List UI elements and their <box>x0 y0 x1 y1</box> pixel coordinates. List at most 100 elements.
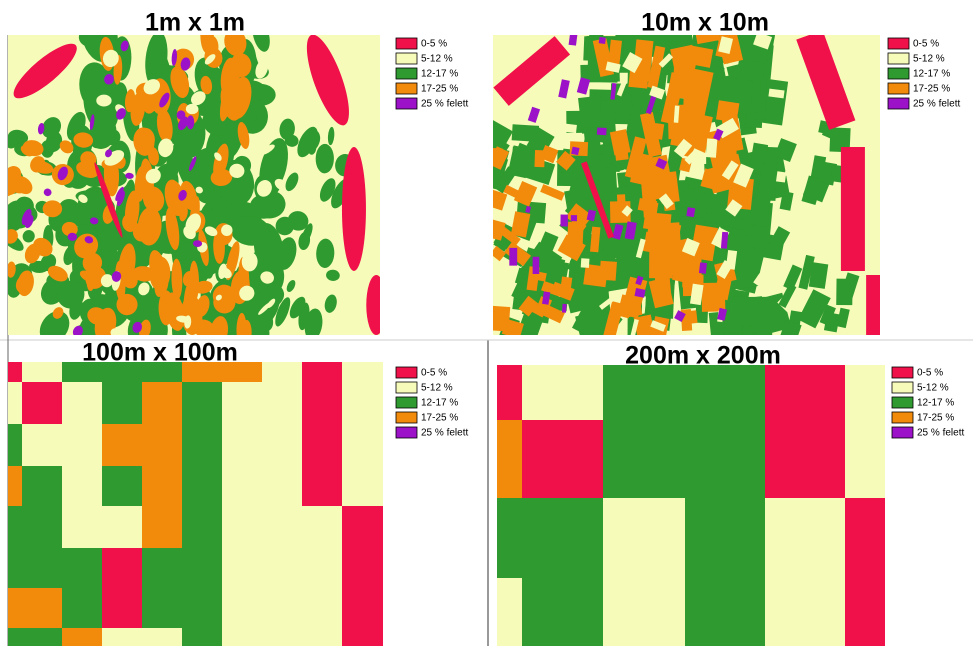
map-raster <box>0 5 386 359</box>
map-cell <box>522 420 603 498</box>
map-cell <box>142 628 182 646</box>
legend-swatch <box>396 98 417 109</box>
map-cell <box>522 578 603 646</box>
legend-label: 25 % felett <box>917 428 964 439</box>
map-cell <box>765 420 845 498</box>
map-cell <box>765 578 845 646</box>
map-cell <box>102 548 142 588</box>
map-cell <box>701 283 725 312</box>
legend-label: 12-17 % <box>913 69 950 80</box>
legend-swatch <box>396 38 417 49</box>
map-cell <box>776 171 786 182</box>
map-cell <box>522 365 603 420</box>
legend-label: 12-17 % <box>421 69 458 80</box>
map-cell <box>262 382 302 424</box>
legend-swatch <box>892 382 913 393</box>
map-cell <box>342 506 383 548</box>
map-cell <box>841 147 865 271</box>
map-cell <box>342 628 383 646</box>
map-cell <box>182 548 222 588</box>
map-cell <box>509 248 517 266</box>
map-cell <box>302 382 342 424</box>
map-cell <box>581 258 590 268</box>
panel-title: 200m x 200m <box>625 342 781 370</box>
map-blob <box>96 95 111 107</box>
map-cell <box>706 138 718 157</box>
map-cell <box>8 424 22 466</box>
map-cell <box>765 365 845 420</box>
map-cell <box>62 506 102 548</box>
map-cell <box>560 215 567 227</box>
map-cell <box>8 382 22 424</box>
map-cell <box>262 628 302 646</box>
panel-title: 100m x 100m <box>82 339 238 367</box>
map-cell <box>685 365 765 420</box>
map-cell <box>102 628 142 646</box>
map-cell <box>262 588 302 628</box>
map-raster <box>497 365 885 646</box>
map-cell <box>685 578 765 646</box>
map-cell <box>646 212 671 251</box>
legend-label: 25 % felett <box>421 99 468 110</box>
legend-swatch <box>892 427 913 438</box>
legend-swatch <box>892 412 913 423</box>
legend-swatch <box>888 53 909 64</box>
map-cell <box>845 365 885 420</box>
map-cell <box>302 424 342 466</box>
legend-swatch <box>396 367 417 378</box>
map-layer <box>479 6 886 357</box>
map-cell <box>603 578 685 646</box>
map-cell <box>22 588 62 628</box>
legend-label: 5-12 % <box>913 54 945 65</box>
map-cell <box>182 466 222 506</box>
map-cell <box>497 498 522 578</box>
map-cell <box>8 362 22 382</box>
map-cell <box>182 628 222 646</box>
map-cell <box>62 382 102 424</box>
map-cell <box>62 466 102 506</box>
map-raster <box>8 362 383 646</box>
map-cell <box>845 578 885 646</box>
map-cell <box>102 506 142 548</box>
legend-swatch <box>396 53 417 64</box>
legend-label: 12-17 % <box>421 398 458 409</box>
map-cell <box>262 466 302 506</box>
legend-label: 5-12 % <box>917 383 949 394</box>
map-cell <box>571 215 577 221</box>
legend-swatch <box>892 367 913 378</box>
map-comparison: 1m x 1m 0-5 % 5-12 % 12-17 % 17-25 % 25 % fel… <box>0 0 973 646</box>
map-raster <box>479 6 886 357</box>
map-cell <box>599 37 606 44</box>
map-cell <box>222 588 262 628</box>
map-cell <box>222 506 262 548</box>
map-cell <box>22 424 62 466</box>
legend-label: 12-17 % <box>917 398 954 409</box>
map-cell <box>62 588 102 628</box>
map-cell <box>866 275 886 335</box>
map-cell <box>302 362 342 382</box>
map-cell <box>262 362 302 382</box>
map-cell <box>342 362 383 382</box>
map-cell <box>845 498 885 578</box>
map-cell <box>102 424 142 466</box>
map-cell <box>102 382 142 424</box>
map-cell <box>102 588 142 628</box>
legend-label: 17-25 % <box>421 84 458 95</box>
map-cell <box>8 628 22 646</box>
map-cell <box>342 548 383 588</box>
legend: 0-5 %5-12 %12-17 %17-25 %25 % felett <box>892 367 964 439</box>
map-cell <box>302 588 342 628</box>
legend-label: 25 % felett <box>913 99 960 110</box>
map-cell <box>603 420 685 498</box>
legend-swatch <box>888 38 909 49</box>
map-cell <box>686 207 695 217</box>
legend-label: 0-5 % <box>913 39 939 50</box>
map-cell <box>62 548 102 588</box>
legend-swatch <box>888 98 909 109</box>
legend-label: 17-25 % <box>917 413 954 424</box>
map-cell <box>182 506 222 548</box>
map-cell <box>522 498 603 578</box>
panel-title: 1m x 1m <box>145 9 245 37</box>
map-cell <box>302 628 342 646</box>
legend-swatch <box>396 397 417 408</box>
